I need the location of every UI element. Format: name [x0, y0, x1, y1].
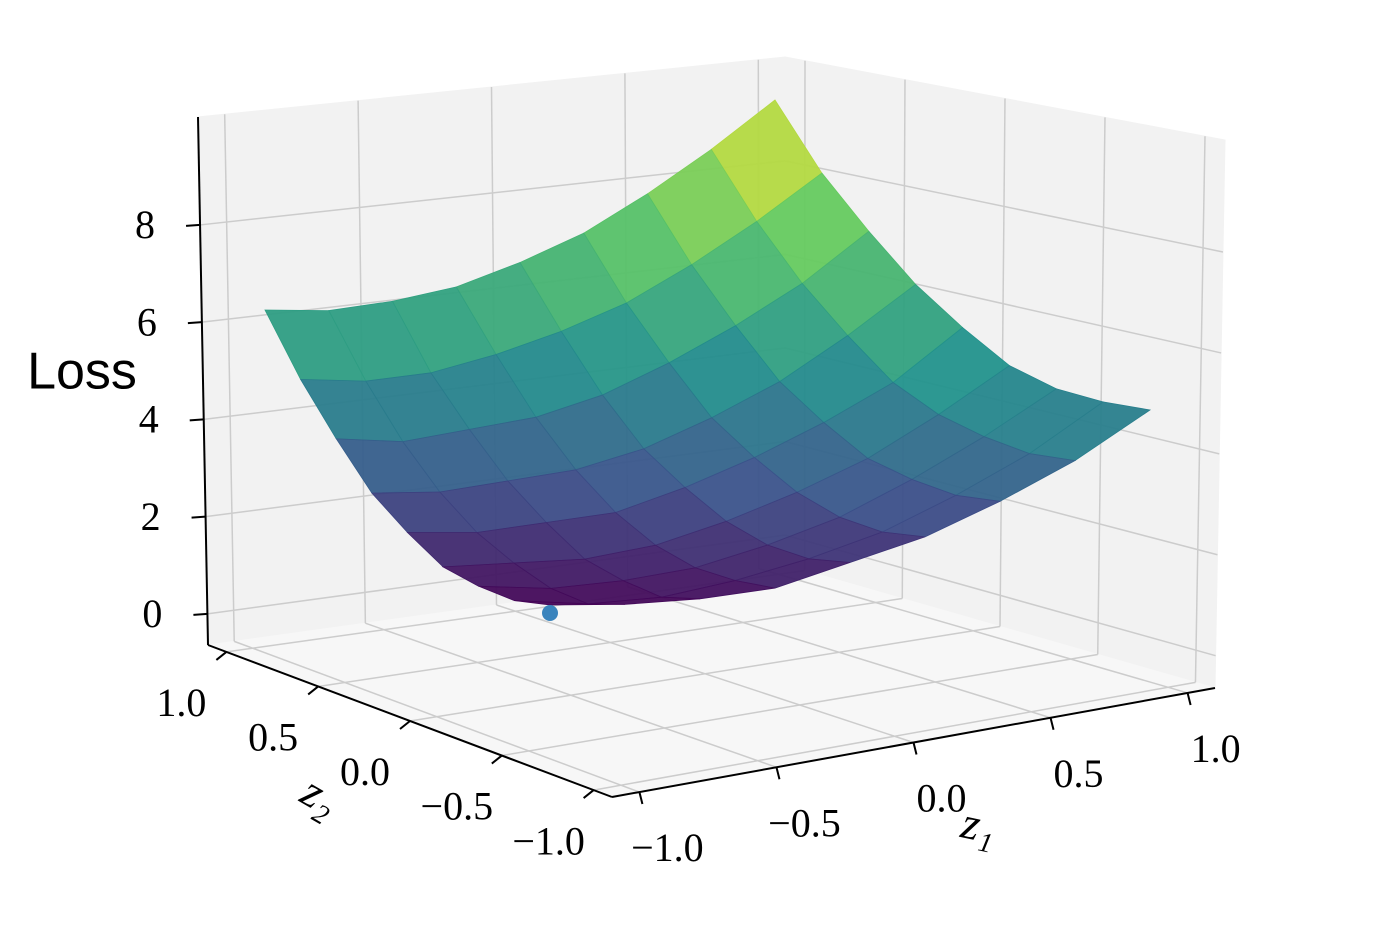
y-tick-label: −0.5 — [421, 784, 494, 829]
y-tick — [583, 789, 595, 799]
y-tick — [215, 651, 227, 661]
z-tick-label: 0 — [142, 591, 162, 636]
minimum-point — [542, 605, 558, 621]
z-tick-label: 6 — [137, 299, 157, 344]
x-tick-label: −0.5 — [768, 800, 841, 845]
surface — [264, 99, 1152, 621]
z-tick-label: 4 — [139, 397, 159, 442]
x-tick-label: 0.0 — [917, 776, 967, 821]
grid-line — [1194, 136, 1206, 683]
x-tick-label: 1.0 — [1191, 726, 1241, 771]
y-tick-label: −1.0 — [512, 818, 585, 863]
z-tick — [189, 418, 204, 422]
x-axis-line — [611, 687, 1216, 798]
y-tick-label: 1.0 — [156, 680, 206, 725]
grid-line — [409, 625, 1001, 722]
y-tick-label: 0.5 — [248, 715, 298, 760]
y-tick-label: 0.0 — [340, 749, 390, 794]
z-tick-label: 2 — [141, 494, 161, 539]
grid-line — [593, 681, 1196, 791]
axes: 0 2 4 6 8 −1.0 −0.5 0.0 0.5 1.0 −1.0 −0.5 0.0 0.5 1.0 — [135, 116, 1241, 870]
x-tick-label: 0.5 — [1054, 751, 1104, 796]
y-tick — [491, 754, 503, 765]
x-tick — [638, 791, 644, 805]
x-tick — [775, 767, 781, 780]
x-tick — [912, 742, 918, 755]
grid-line — [501, 653, 1098, 757]
z-tick-label: 8 — [135, 202, 155, 247]
z-axis-line — [197, 116, 209, 646]
grid-line — [1096, 117, 1106, 655]
z-tick — [191, 515, 206, 519]
y-axis-line — [207, 644, 613, 798]
z-axis-label: Loss — [27, 343, 137, 401]
z-tick — [193, 612, 208, 616]
grid-line — [223, 114, 235, 642]
surface-facet — [514, 600, 626, 606]
y-tick — [399, 720, 411, 730]
x-tick — [1186, 692, 1192, 706]
x-tick-label: −1.0 — [631, 825, 704, 870]
z-tick — [187, 321, 202, 325]
x-tick — [1049, 717, 1055, 730]
z-tick — [185, 223, 201, 227]
grid-line — [318, 597, 903, 688]
y-tick — [307, 685, 319, 696]
